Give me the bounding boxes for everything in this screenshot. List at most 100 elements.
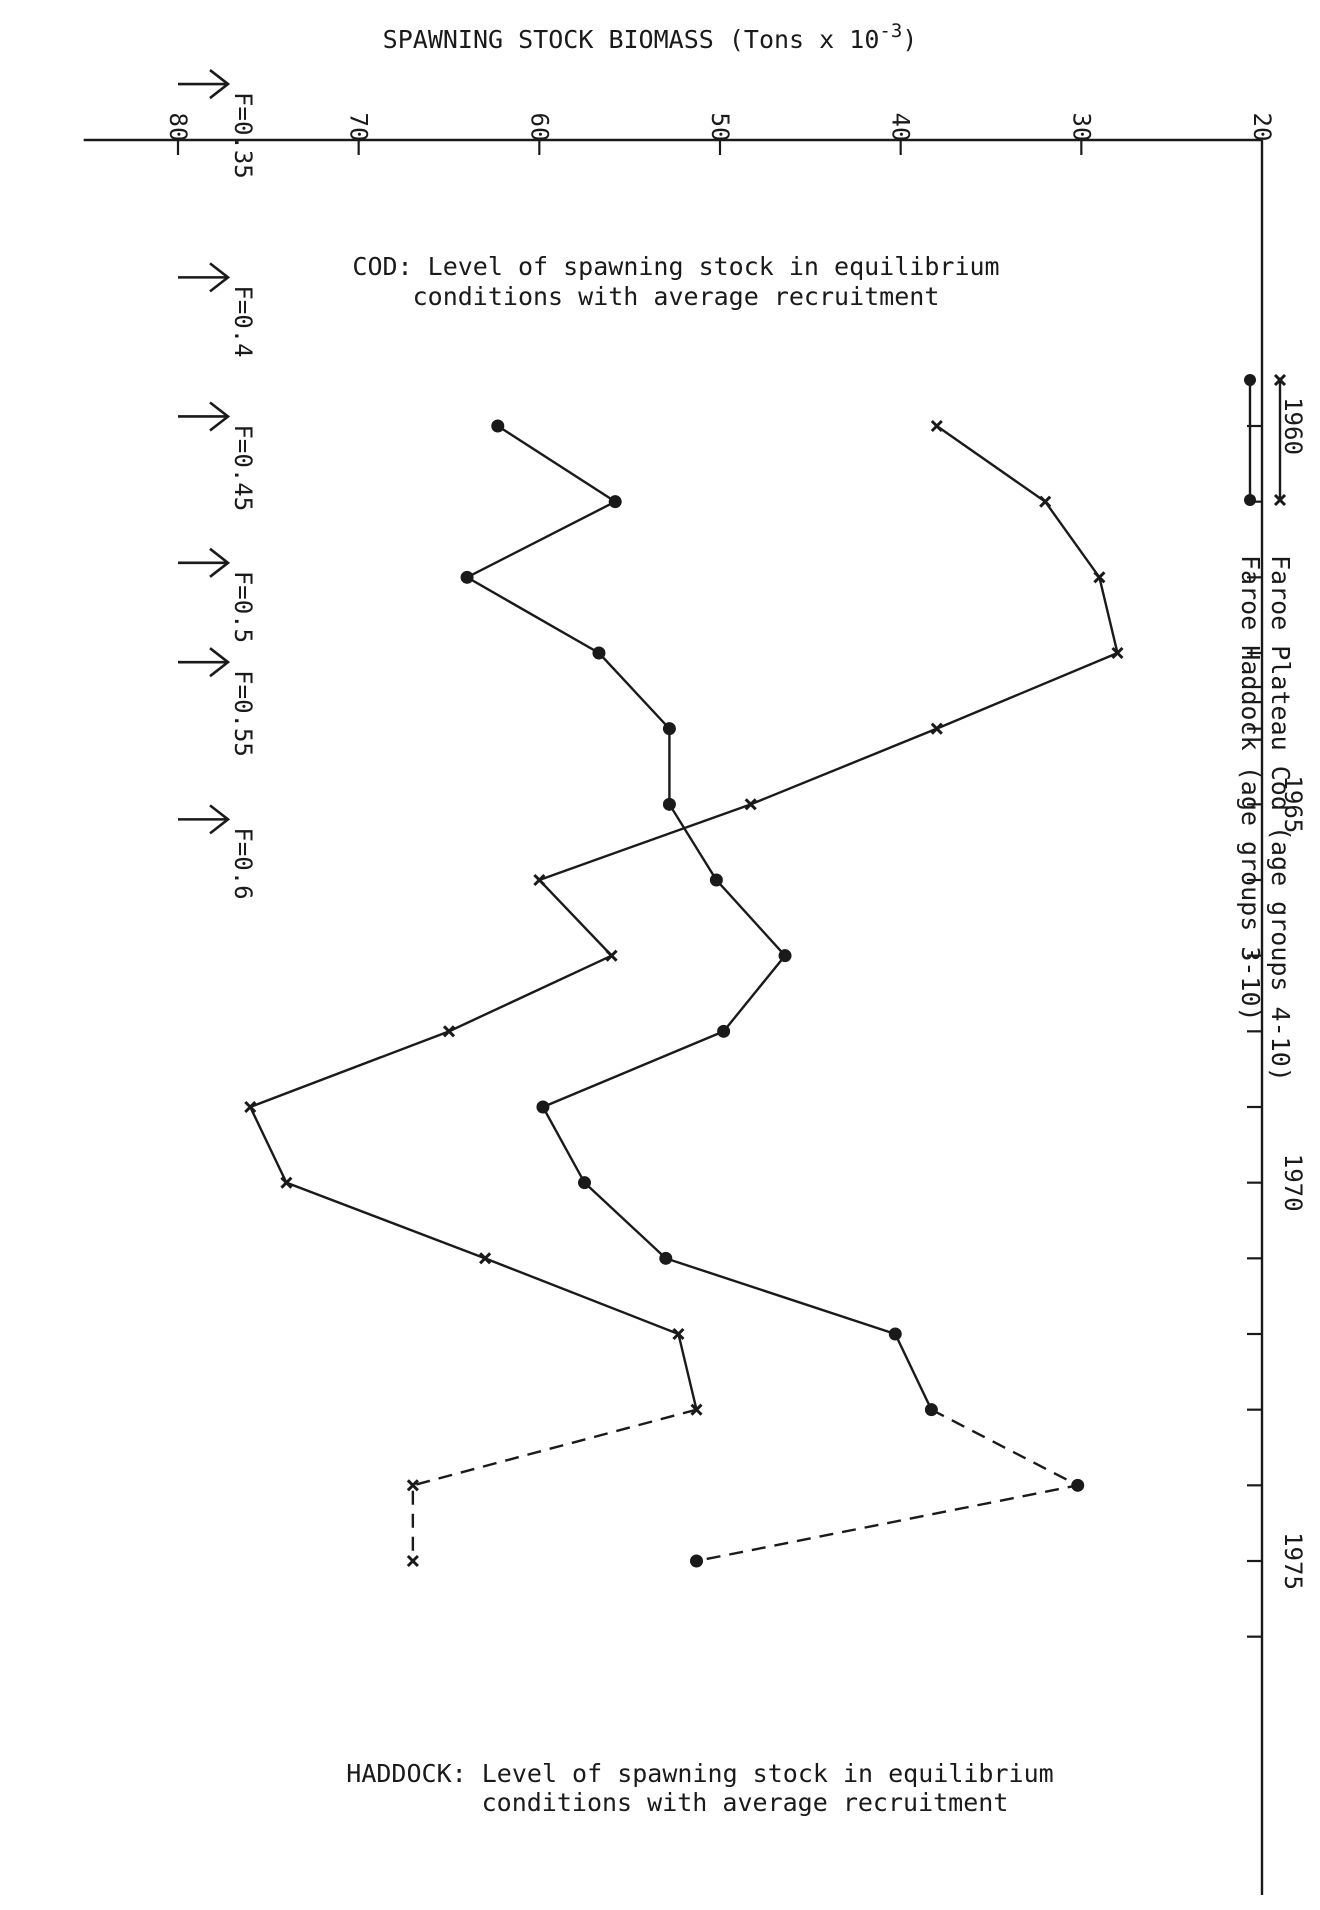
legend-marker: [1244, 374, 1256, 386]
cod-f-arrow: [178, 804, 231, 835]
series-0-point: [930, 419, 943, 433]
year-tick-label: 1975: [1279, 1532, 1307, 1590]
cod-f-arrow: [178, 401, 231, 432]
series-1-point: [778, 949, 792, 963]
legend-label: Faroe Plateau Cod (age groups 4-10): [1266, 555, 1295, 1082]
biomass-axis-label-main: SPAWNING STOCK BIOMASS (Tons x 10: [383, 25, 880, 54]
legend: Faroe Plateau Cod (age groups 4-10)Faroe…: [1236, 373, 1295, 1082]
series-0-point: [479, 1252, 492, 1265]
series-0-point: [442, 1025, 456, 1038]
x-marker-stroke: [1093, 571, 1106, 584]
cod-f-arrow: [178, 547, 231, 578]
series-0-point: [605, 949, 618, 962]
series-0-line-solid: [248, 425, 1119, 1410]
series-1-point: [608, 495, 622, 509]
x-marker-stroke: [930, 722, 943, 735]
legend-marker: [1273, 493, 1287, 507]
biomass-axis-label: SPAWNING STOCK BIOMASS (Tons x 10-3): [383, 20, 918, 54]
series-0-point: [1039, 495, 1052, 508]
cod-note-line-1: COD: Level of spawning stock in equilibr…: [352, 252, 999, 281]
legend-entry: Faroe Plateau Cod (age groups 4-10): [1266, 373, 1295, 1082]
biomass-tick-label: 30: [1067, 113, 1095, 142]
series-0-point: [690, 1403, 703, 1416]
series-1-line-dashed: [696, 1408, 1082, 1563]
x-marker-stroke: [406, 1479, 419, 1492]
cod-f-arrow: [178, 69, 231, 100]
x-marker-stroke: [479, 1252, 492, 1265]
series-1-point: [659, 1251, 673, 1265]
biomass-tick-label: 20: [1248, 113, 1276, 142]
series-1-point: [662, 722, 676, 736]
series-1-point: [662, 797, 676, 811]
series: [244, 419, 1124, 1568]
series-1-point: [717, 1024, 731, 1038]
cod-f-label: F=0.35: [229, 92, 257, 179]
series-0-point: [672, 1327, 685, 1341]
series-1-point: [924, 1403, 938, 1417]
cod-f-label: F=0.5: [229, 571, 257, 643]
arrow-head: [209, 401, 231, 432]
biomass-axis-label-close: ): [902, 25, 917, 54]
x-marker-stroke: [244, 1100, 257, 1114]
series-0-point: [744, 798, 757, 811]
series-0-point: [406, 1554, 419, 1568]
x-marker-stroke: [605, 949, 618, 962]
year-tick-label: 1970: [1279, 1154, 1307, 1212]
year-tick-label: 1965: [1279, 775, 1307, 833]
series-0-point: [930, 722, 943, 735]
series-1-point: [709, 873, 723, 887]
series-0-point: [406, 1479, 419, 1492]
x-marker-stroke: [406, 1554, 419, 1568]
arrow-head: [209, 647, 231, 678]
series-0-point: [1093, 571, 1106, 584]
series-1-point: [1071, 1478, 1085, 1492]
cod-f-arrow: [178, 262, 231, 293]
series-1-point: [690, 1554, 704, 1568]
cod-f-label: F=0.4: [229, 285, 257, 357]
series-0-line-dashed: [411, 1408, 697, 1561]
biomass-axis-label-exponent: -3: [879, 20, 902, 42]
legend-label: Faroe Haddock (age groups 3-10): [1236, 555, 1265, 1022]
x-marker-stroke: [442, 1025, 456, 1038]
biomass-tick-label: 50: [706, 113, 734, 142]
series-1-point: [460, 570, 474, 584]
series-1-point: [888, 1327, 902, 1341]
series-0-point: [280, 1176, 293, 1189]
haddock-note-line-1: HADDOCK: Level of spawning stock in equi…: [346, 1759, 1053, 1788]
biomass-tick-label: 60: [525, 113, 553, 142]
legend-marker: [1273, 373, 1287, 387]
series-1-point: [592, 646, 606, 660]
series-0-point: [1111, 646, 1124, 660]
arrow-head: [209, 547, 231, 578]
year-tick-label: 1960: [1279, 397, 1307, 455]
x-marker-stroke: [533, 873, 546, 887]
x-marker-stroke: [672, 1327, 685, 1341]
cod-f-label: F=0.55: [229, 670, 257, 757]
cod-reference-levels: F=0.6 F=0.55 F=0.5 F=0.45 F=0.4 F=0.35: [178, 69, 257, 900]
cod-f-arrow: [178, 647, 231, 678]
cod-note-line-2: conditions with average recruitment: [413, 282, 940, 311]
x-marker-stroke: [690, 1403, 703, 1416]
annotations: COD: Level of spawning stock in equilibr…: [346, 252, 1053, 1817]
x-marker-stroke: [280, 1176, 293, 1189]
biomass-tick-label: 40: [887, 113, 915, 142]
series-1-point: [491, 419, 505, 433]
legend-marker: [1244, 494, 1256, 506]
axes: [83, 138, 1264, 1895]
arrow-head: [209, 804, 231, 835]
series-0-point: [244, 1100, 257, 1114]
year-ticks: 1960 1965 1970 1975: [1247, 397, 1307, 1638]
biomass-tick-label: 80: [164, 113, 192, 142]
x-marker-stroke: [1039, 495, 1052, 508]
biomass-ticks: 20 30 40 50 60 70 80: [164, 113, 1276, 155]
x-marker-stroke: [744, 798, 757, 811]
series-1-point: [578, 1176, 591, 1190]
series-1-point: [536, 1100, 550, 1114]
x-marker-stroke: [930, 419, 943, 433]
haddock-note-line-2: conditions with average recruitment: [482, 1788, 1009, 1817]
legend-entry: Faroe Haddock (age groups 3-10): [1236, 374, 1265, 1022]
series-1-line-solid: [464, 424, 933, 1411]
biomass-tick-label: 70: [345, 113, 373, 142]
x-marker-stroke: [1111, 646, 1124, 660]
